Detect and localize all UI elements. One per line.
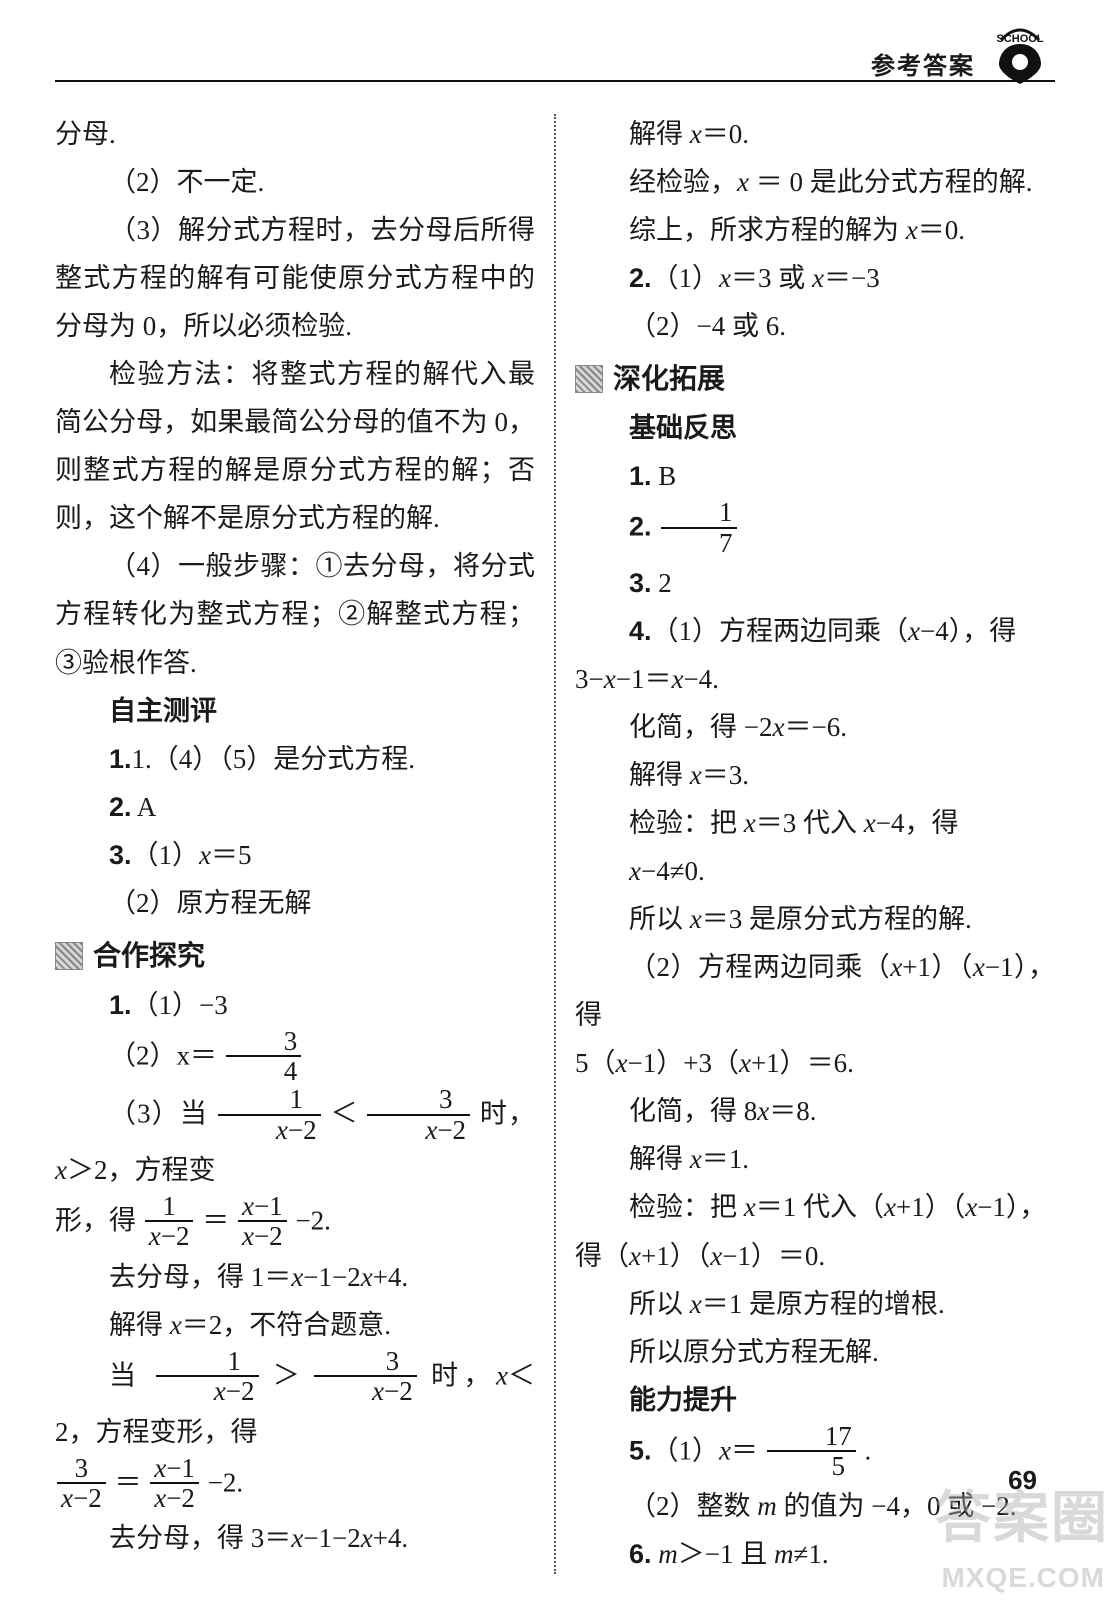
text: （2）x＝ — [109, 1040, 217, 1070]
subheading: 基础反思 — [575, 404, 1055, 452]
numerator: 17 — [767, 1422, 856, 1450]
text-line: 6. m＞−1 且 m≠1. — [575, 1530, 1055, 1578]
text-line: 检验方法：将整式方程的解代入最简公分母，如果最简公分母的值不为 0，则整式方程的… — [55, 350, 535, 542]
subheading: 自主测评 — [55, 687, 535, 735]
text-line: 2. 1 7 — [575, 500, 1055, 559]
numerator: 1 — [218, 1085, 321, 1113]
school-pin-icon: SCHOOL — [985, 26, 1055, 84]
section-heading: 深化拓展 — [575, 354, 1055, 404]
text: . — [865, 1435, 872, 1465]
text-line: 经检验，x ＝ 0 是此分式方程的解. — [575, 158, 1055, 206]
fraction: 17 5 — [767, 1422, 856, 1481]
text-line: （2）不一定. — [55, 158, 535, 206]
fraction: x−1 x−2 — [150, 1454, 199, 1513]
text-line: 得（x+1）（x−1）＝0. — [575, 1232, 1055, 1280]
text-line: 当 1 x−2 ＞ 3 x−2 时，x＜2，方程变形，得 — [55, 1349, 535, 1456]
fraction: 3 4 — [226, 1027, 302, 1086]
text-line: 所以 x＝3 是原分式方程的解. — [575, 895, 1055, 943]
text: 形，得 — [55, 1206, 136, 1236]
section-title: 合作探究 — [93, 931, 205, 981]
text-line: （2）方程两边同乘（x+1）（x−1），得 — [575, 943, 1055, 1039]
text-line: 5.（1）x＝ 17 5 . — [575, 1424, 1055, 1483]
numerator: 3 — [57, 1454, 106, 1482]
left-column: 分母. （2）不一定. （3）解分式方程时，去分母后所得整式方程的解有可能使原分… — [55, 110, 535, 1578]
text-line: （4）一般步骤：①去分母，将分式方程转化为整式方程；②解整式方程；③验根作答. — [55, 542, 535, 686]
text: 当 — [109, 1360, 142, 1390]
fraction: x−1 x−2 — [238, 1192, 287, 1251]
section-title: 深化拓展 — [613, 354, 725, 404]
fraction: 1 x−2 — [156, 1347, 259, 1406]
fraction: 1 7 — [661, 498, 737, 557]
denominator: 7 — [661, 527, 737, 557]
text-line: 解得 x＝0. — [575, 110, 1055, 158]
text-line: 去分母，得 3＝x−1−2x+4. — [55, 1514, 535, 1562]
text-line: 解得 x＝2，不符合题意. — [55, 1301, 535, 1349]
numerator: 1 — [145, 1192, 194, 1220]
text-line: 所以 x＝1 是原方程的增根. — [575, 1280, 1055, 1328]
text: ＜ — [330, 1099, 357, 1129]
text-line: 1. B — [575, 452, 1055, 500]
text-line: 1.（1）−3 — [55, 981, 535, 1029]
svg-text:SCHOOL: SCHOOL — [996, 33, 1043, 45]
page: 参考答案 SCHOOL 分母. （2）不一定. （3）解分式方程时，去分母后所得… — [55, 40, 1055, 1560]
subheading: 能力提升 — [575, 1376, 1055, 1424]
text-line: 3.（1）x＝5 — [55, 831, 535, 879]
text-line: （2）原方程无解 — [55, 879, 535, 927]
header-label: 参考答案 — [871, 46, 975, 81]
text-line: 3 x−2 ＝ x−1 x−2 −2. — [55, 1456, 535, 1515]
text: −2. — [208, 1467, 243, 1497]
text-line: （2）整数 m 的值为 −4，0 或 −2. — [575, 1482, 1055, 1530]
section-heading: 合作探究 — [55, 931, 535, 981]
numerator: 3 — [226, 1027, 302, 1055]
numerator: 1 — [156, 1347, 259, 1375]
denominator: 4 — [226, 1055, 302, 1085]
text: ＞ — [273, 1360, 300, 1390]
text-line: 检验：把 x＝1 代入（x+1）（x−1）， — [575, 1183, 1055, 1231]
text-line: x−4≠0. — [575, 847, 1055, 895]
text-line: 2. A — [55, 783, 535, 831]
fraction: 3 x−2 — [57, 1454, 106, 1513]
text-line: （2）x＝ 3 4 — [55, 1029, 535, 1088]
text-line: （3）解分式方程时，去分母后所得整式方程的解有可能使原分式方程中的分母为 0，所… — [55, 206, 535, 350]
text: −2. — [295, 1206, 330, 1236]
text-line: （3）当 1 x−2 ＜ 3 x−2 时，x＞2，方程变 — [55, 1087, 535, 1194]
numerator: 3 — [314, 1347, 417, 1375]
denominator: 5 — [767, 1450, 856, 1480]
text: 1.（4）（5）是分式方程. — [132, 744, 416, 774]
text-line: 检验：把 x＝3 代入 x−4，得 — [575, 799, 1055, 847]
text-line: 解得 x＝1. — [575, 1135, 1055, 1183]
text: （3）当 — [109, 1099, 208, 1129]
text-line: 化简，得 −2x＝−6. — [575, 703, 1055, 751]
text-line: 2.（1）x＝3 或 x＝−3 — [575, 254, 1055, 302]
columns: 分母. （2）不一定. （3）解分式方程时，去分母后所得整式方程的解有可能使原分… — [55, 110, 1055, 1578]
right-column: 解得 x＝0. 经检验，x ＝ 0 是此分式方程的解. 综上，所求方程的解为 x… — [575, 110, 1055, 1578]
fraction: 3 x−2 — [367, 1085, 470, 1144]
fraction: 1 x−2 — [145, 1192, 194, 1251]
text-line: 1.1.（4）（5）是分式方程. — [55, 735, 535, 783]
text-line: 4.（1）方程两边同乘（x−4），得 — [575, 607, 1055, 655]
text-line: 形，得 1 x−2 ＝ x−1 x−2 −2. — [55, 1194, 535, 1253]
text-line: 去分母，得 1＝x−1−2x+4. — [55, 1253, 535, 1301]
numerator: 1 — [661, 498, 737, 526]
text-line: 所以原分式方程无解. — [575, 1328, 1055, 1376]
text-line: 化简，得 8x＝8. — [575, 1087, 1055, 1135]
text-line: 分母. — [55, 110, 535, 158]
text-line: 综上，所求方程的解为 x＝0. — [575, 206, 1055, 254]
fraction: 3 x−2 — [314, 1347, 417, 1406]
text-line: 3−x−1＝x−4. — [575, 655, 1055, 703]
numerator: 3 — [367, 1085, 470, 1113]
text: 2. — [629, 512, 659, 542]
text: ＝ — [202, 1206, 229, 1236]
column-divider — [535, 110, 575, 1578]
text-line: （2）−4 或 6. — [575, 302, 1055, 350]
text: ＝ — [114, 1467, 141, 1497]
fraction: 1 x−2 — [218, 1085, 321, 1144]
text-line: 5（x−1）+3（x+1）＝6. — [575, 1039, 1055, 1087]
square-bullet-icon — [55, 942, 83, 970]
square-bullet-icon — [575, 365, 603, 393]
text-line: 3. 2 — [575, 559, 1055, 607]
page-number: 69 — [1008, 1465, 1037, 1496]
page-header: 参考答案 SCHOOL — [55, 40, 1055, 82]
text-line: 解得 x＝3. — [575, 751, 1055, 799]
